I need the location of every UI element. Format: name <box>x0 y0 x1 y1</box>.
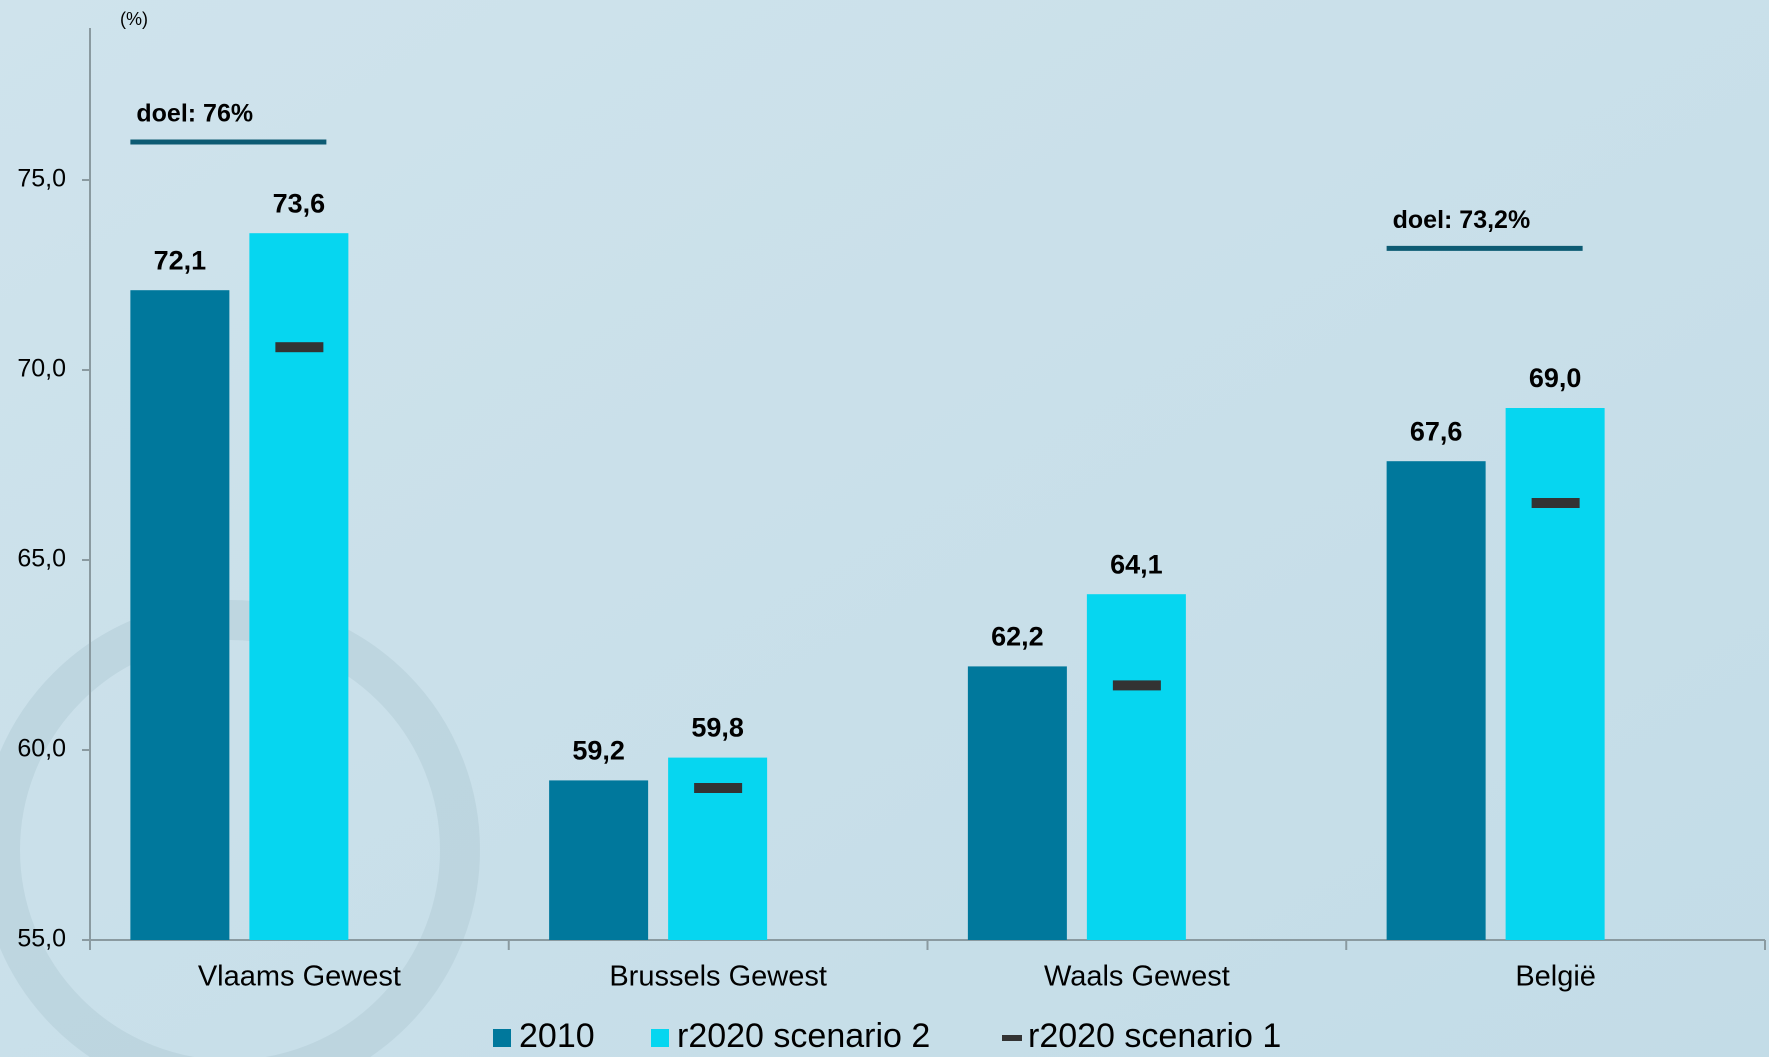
unit-label: (%) <box>120 9 148 29</box>
scenario-marker <box>275 342 324 353</box>
y-tick-label: 75,0 <box>17 165 66 193</box>
bar <box>1505 408 1605 940</box>
target-label: doel: 76% <box>136 100 253 128</box>
y-tick-label: 70,0 <box>17 355 66 383</box>
value-label: 64,1 <box>1110 549 1163 579</box>
value-label: 59,2 <box>572 736 625 766</box>
bar <box>967 666 1067 940</box>
y-tick-label: 65,0 <box>17 545 66 573</box>
legend-label: r2020 scenario 2 <box>677 1017 930 1055</box>
bar <box>1086 594 1186 940</box>
bar <box>549 780 649 940</box>
scenario-marker <box>1112 680 1161 691</box>
value-label: 59,8 <box>691 713 744 743</box>
scenario-marker <box>1531 498 1580 508</box>
x-tick-label: België <box>1515 961 1596 993</box>
value-label: 73,6 <box>273 188 326 218</box>
legend-swatch <box>493 1029 511 1047</box>
bar <box>130 290 230 940</box>
watermark <box>0 600 480 1057</box>
value-label: 67,6 <box>1410 416 1463 446</box>
bar <box>1386 461 1486 940</box>
value-label: 69,0 <box>1529 363 1582 393</box>
y-tick-label: 60,0 <box>17 735 66 763</box>
y-tick-label: 55,0 <box>17 925 66 953</box>
legend-swatch <box>1002 1035 1022 1041</box>
target-label: doel: 73,2% <box>1393 206 1531 234</box>
value-label: 72,1 <box>154 245 207 275</box>
legend-label: r2020 scenario 1 <box>1028 1017 1281 1055</box>
legend-swatch <box>651 1029 669 1047</box>
legend-label: 2010 <box>519 1017 595 1055</box>
value-label: 62,2 <box>991 622 1044 652</box>
bar <box>249 233 349 940</box>
x-tick-label: Waals Gewest <box>1044 961 1230 993</box>
x-tick-label: Brussels Gewest <box>609 961 827 993</box>
x-tick-label: Vlaams Gewest <box>198 961 401 993</box>
scenario-marker <box>694 783 743 793</box>
